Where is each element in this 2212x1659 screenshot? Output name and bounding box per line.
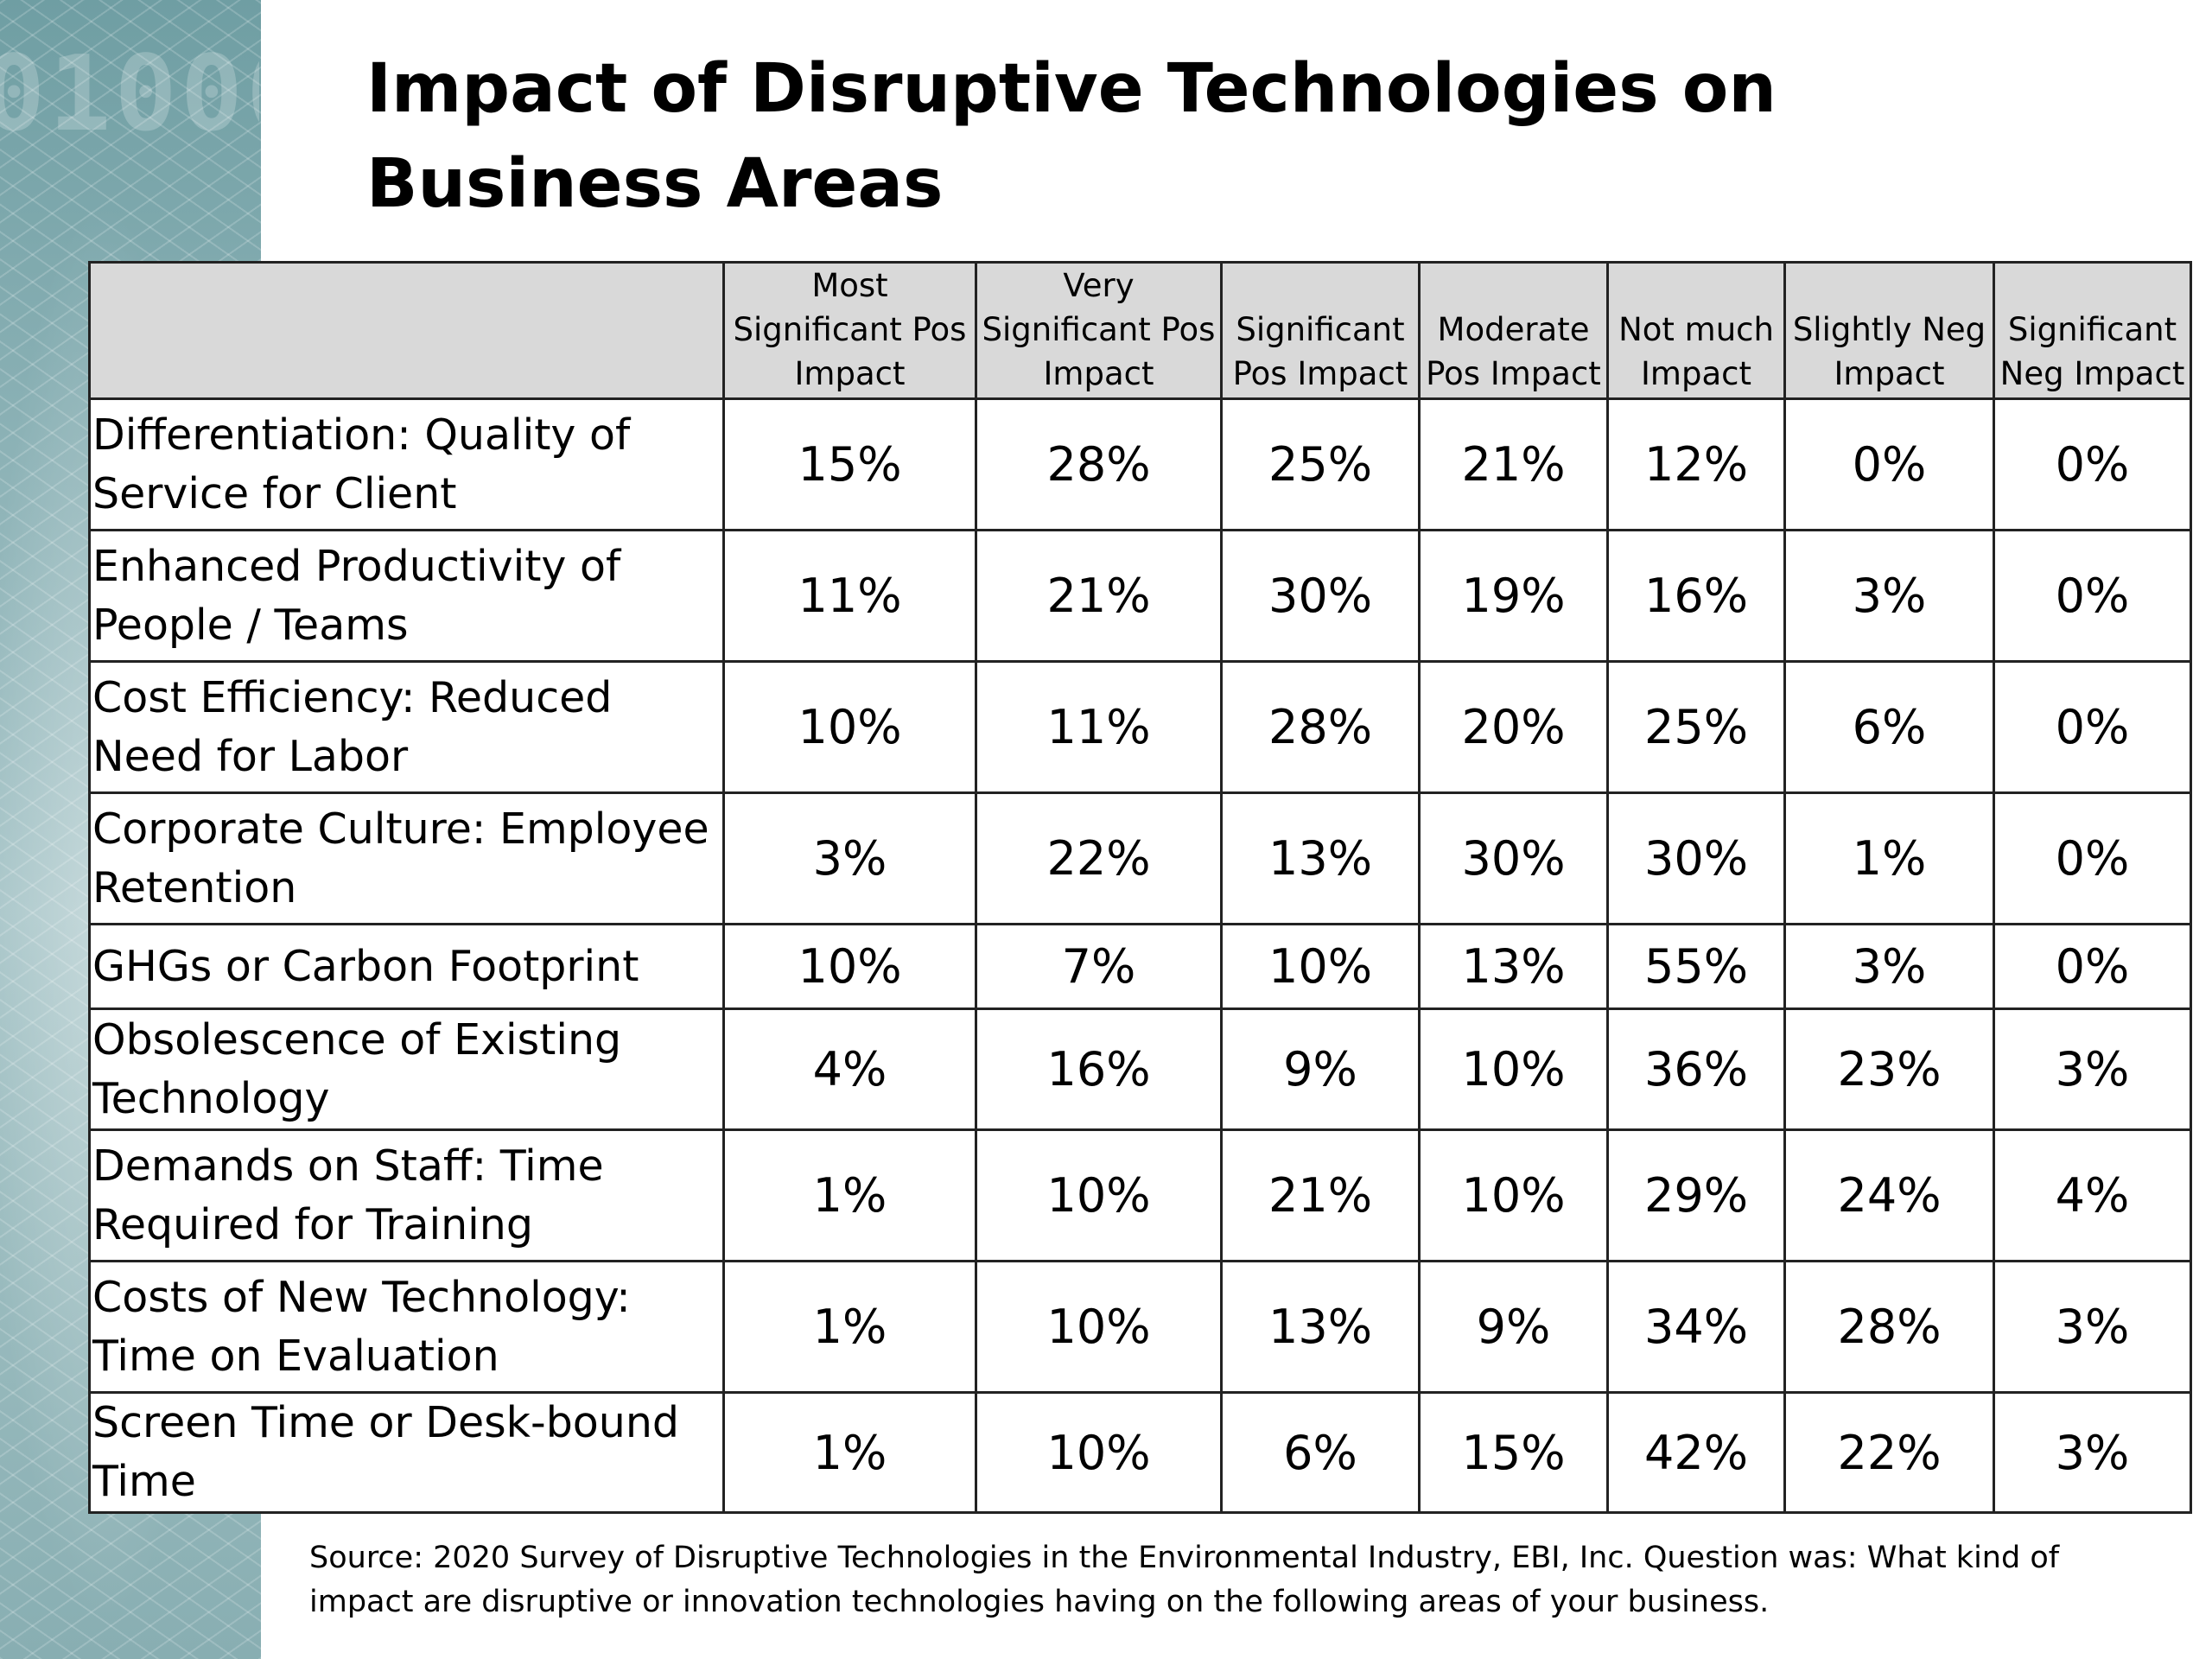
value-cell: 6% bbox=[1220, 1391, 1421, 1514]
value-cell: 22% bbox=[975, 791, 1223, 925]
value-cell: 30% bbox=[1606, 791, 1786, 925]
row-label: Costs of New Technology: Time on Evaluat… bbox=[88, 1260, 725, 1394]
row-label: Cost Efficiency: Reduced Need for Labor bbox=[88, 660, 725, 794]
value-cell: 25% bbox=[1220, 397, 1421, 531]
table-row: GHGs or Carbon Footprint 10% 7% 10% 13% … bbox=[88, 923, 2192, 1010]
value-cell: 15% bbox=[1418, 1391, 1609, 1514]
value-cell: 1% bbox=[722, 1391, 977, 1514]
value-cell: 7% bbox=[975, 923, 1223, 1010]
value-cell: 0% bbox=[1993, 791, 2192, 925]
slide-title: Impact of Disruptive Technologies on Bus… bbox=[366, 50, 1777, 223]
value-cell: 30% bbox=[1220, 529, 1421, 663]
column-header: Slightly Neg Impact bbox=[1783, 261, 1995, 400]
value-cell: 10% bbox=[722, 660, 977, 794]
value-cell: 10% bbox=[1220, 923, 1421, 1010]
column-header: Most Significant Pos Impact bbox=[722, 261, 977, 400]
value-cell: 9% bbox=[1220, 1007, 1421, 1131]
value-cell: 1% bbox=[722, 1260, 977, 1394]
column-header: Significant Neg Impact bbox=[1993, 261, 2192, 400]
value-cell: 16% bbox=[1606, 529, 1786, 663]
column-header: Significant Pos Impact bbox=[1220, 261, 1421, 400]
value-cell: 3% bbox=[1783, 923, 1995, 1010]
table-row: Demands on Staff: Time Required for Trai… bbox=[88, 1128, 2192, 1262]
value-cell: 16% bbox=[975, 1007, 1223, 1131]
table-row: Obsolescence of Existing Technology 4% 1… bbox=[88, 1007, 2192, 1131]
value-cell: 0% bbox=[1993, 529, 2192, 663]
value-cell: 22% bbox=[1783, 1391, 1995, 1514]
value-cell: 13% bbox=[1220, 791, 1421, 925]
value-cell: 28% bbox=[1220, 660, 1421, 794]
value-cell: 3% bbox=[1993, 1007, 2192, 1131]
table-row: Corporate Culture: Employee Retention 3%… bbox=[88, 791, 2192, 925]
value-cell: 9% bbox=[1418, 1260, 1609, 1394]
value-cell: 0% bbox=[1783, 397, 1995, 531]
value-cell: 0% bbox=[1993, 660, 2192, 794]
value-cell: 1% bbox=[722, 1128, 977, 1262]
value-cell: 3% bbox=[722, 791, 977, 925]
value-cell: 24% bbox=[1783, 1128, 1995, 1262]
value-cell: 6% bbox=[1783, 660, 1995, 794]
value-cell: 28% bbox=[1783, 1260, 1995, 1394]
value-cell: 10% bbox=[975, 1260, 1223, 1394]
value-cell: 21% bbox=[1220, 1128, 1421, 1262]
value-cell: 4% bbox=[722, 1007, 977, 1131]
value-cell: 28% bbox=[975, 397, 1223, 531]
value-cell: 21% bbox=[1418, 397, 1609, 531]
table-row: Differentiation: Quality of Service for … bbox=[88, 397, 2192, 531]
value-cell: 10% bbox=[1418, 1128, 1609, 1262]
value-cell: 12% bbox=[1606, 397, 1786, 531]
column-header: Moderate Pos Impact bbox=[1418, 261, 1609, 400]
value-cell: 11% bbox=[975, 660, 1223, 794]
value-cell: 0% bbox=[1993, 397, 2192, 531]
header-row: Most Significant Pos Impact Very Signifi… bbox=[88, 261, 2192, 400]
value-cell: 3% bbox=[1993, 1260, 2192, 1394]
table-row: Costs of New Technology: Time on Evaluat… bbox=[88, 1260, 2192, 1394]
value-cell: 3% bbox=[1993, 1391, 2192, 1514]
table-row: Screen Time or Desk-bound Time 1% 10% 6%… bbox=[88, 1391, 2192, 1514]
value-cell: 23% bbox=[1783, 1007, 1995, 1131]
row-label: GHGs or Carbon Footprint bbox=[88, 923, 725, 1010]
value-cell: 34% bbox=[1606, 1260, 1786, 1394]
value-cell: 21% bbox=[975, 529, 1223, 663]
value-cell: 10% bbox=[1418, 1007, 1609, 1131]
value-cell: 1% bbox=[1783, 791, 1995, 925]
table-row: Enhanced Productivity of People / Teams … bbox=[88, 529, 2192, 663]
source-note: Source: 2020 Survey of Disruptive Techno… bbox=[309, 1541, 2060, 1619]
row-label: Obsolescence of Existing Technology bbox=[88, 1007, 725, 1131]
value-cell: 10% bbox=[975, 1391, 1223, 1514]
table-row: Cost Efficiency: Reduced Need for Labor … bbox=[88, 660, 2192, 794]
value-cell: 29% bbox=[1606, 1128, 1786, 1262]
value-cell: 25% bbox=[1606, 660, 1786, 794]
impact-table: Most Significant Pos Impact Very Signifi… bbox=[88, 261, 2192, 1514]
row-label: Demands on Staff: Time Required for Trai… bbox=[88, 1128, 725, 1262]
value-cell: 13% bbox=[1418, 923, 1609, 1010]
row-label: Enhanced Productivity of People / Teams bbox=[88, 529, 725, 663]
value-cell: 3% bbox=[1783, 529, 1995, 663]
header-corner-cell bbox=[88, 261, 725, 400]
value-cell: 13% bbox=[1220, 1260, 1421, 1394]
row-label: Differentiation: Quality of Service for … bbox=[88, 397, 725, 531]
value-cell: 10% bbox=[722, 923, 977, 1010]
decorative-code-pattern: 01000 bbox=[0, 35, 259, 155]
value-cell: 36% bbox=[1606, 1007, 1786, 1131]
column-header: Not much Impact bbox=[1606, 261, 1786, 400]
value-cell: 42% bbox=[1606, 1391, 1786, 1514]
value-cell: 10% bbox=[975, 1128, 1223, 1262]
value-cell: 55% bbox=[1606, 923, 1786, 1010]
value-cell: 30% bbox=[1418, 791, 1609, 925]
value-cell: 0% bbox=[1993, 923, 2192, 1010]
value-cell: 19% bbox=[1418, 529, 1609, 663]
value-cell: 4% bbox=[1993, 1128, 2192, 1262]
column-header: Very Significant Pos Impact bbox=[975, 261, 1223, 400]
value-cell: 11% bbox=[722, 529, 977, 663]
row-label: Screen Time or Desk-bound Time bbox=[88, 1391, 725, 1514]
value-cell: 15% bbox=[722, 397, 977, 531]
row-label: Corporate Culture: Employee Retention bbox=[88, 791, 725, 925]
value-cell: 20% bbox=[1418, 660, 1609, 794]
